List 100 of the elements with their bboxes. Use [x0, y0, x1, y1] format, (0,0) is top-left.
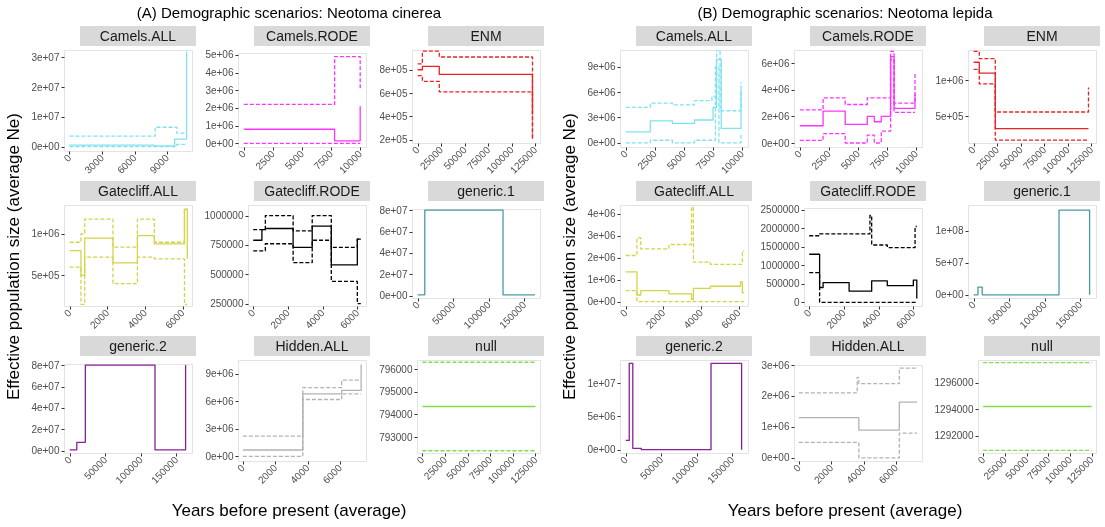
y-tick-label: 2e+06 [205, 102, 234, 114]
chart-title: null [428, 336, 544, 356]
y-tick-label: 795000 [379, 386, 413, 398]
y-tick-label: 794000 [379, 408, 413, 420]
y-tick-label: 0e+00 [587, 296, 616, 308]
y-tick-label: 6e+07 [379, 226, 408, 238]
chart-title: Gatecliff.RODE [810, 181, 926, 201]
y-axis-title: Effective population size (average Ne) [560, 112, 580, 400]
y-tick-label: 5e+06 [587, 410, 616, 422]
x-tick-label: 0 [61, 151, 74, 164]
y-tick-label: 4e+05 [379, 110, 408, 122]
chart-title: Gatecliff.ALL [636, 181, 752, 201]
y-tick-label: 2e+06 [587, 252, 616, 264]
y-tick-label: 3e+06 [205, 84, 234, 96]
x-tick-label: 0 [245, 306, 258, 319]
y-tick-label: 1000000 [760, 259, 800, 271]
y-tick-label: 1296000 [934, 377, 974, 389]
y-tick-label: 4e+07 [31, 402, 60, 414]
y-tick-label: 4e+07 [379, 247, 408, 259]
x-tick-label: 0 [801, 306, 814, 319]
y-tick-label: 6e+07 [31, 381, 60, 393]
y-tick-label: 2e+07 [379, 268, 408, 280]
y-tick-label: 2e+07 [31, 423, 60, 435]
chart-title: Gatecliff.RODE [254, 181, 370, 201]
x-tick-label: 0 [62, 453, 75, 466]
y-tick-label: 0e+00 [379, 290, 408, 302]
chart-title: generic.1 [428, 181, 544, 201]
y-tick-label: 3e+06 [205, 423, 234, 435]
y-tick-label: 0e+00 [761, 452, 790, 464]
y-tick-label: 1e+08 [935, 225, 964, 237]
y-tick-label: 8e+07 [379, 204, 408, 216]
y-tick-label: 0e+00 [587, 137, 616, 149]
y-tick-label: 500000 [766, 278, 800, 290]
y-tick-label: 3e+06 [587, 230, 616, 242]
y-tick-label: 0e+00 [761, 137, 790, 149]
y-tick-label: 0e+00 [31, 141, 60, 153]
y-tick-label: 2500000 [760, 204, 800, 216]
y-tick-label: 0e+00 [31, 445, 60, 457]
y-tick-label: 1e+06 [761, 421, 790, 433]
y-tick-label: 6e+06 [205, 395, 234, 407]
x-axis-title: Years before present (average) [170, 501, 408, 521]
chart-title: generic.1 [984, 181, 1100, 201]
chart-title: Camels.ALL [636, 26, 752, 46]
chart-title: null [984, 336, 1100, 356]
x-tick-label: 0 [61, 306, 74, 319]
y-axis-title: Effective population size (average Ne) [4, 112, 24, 400]
x-tick-label: 0 [410, 298, 423, 311]
y-tick-label: 2e+06 [761, 390, 790, 402]
y-tick-label: 5e+06 [205, 49, 234, 61]
y-tick-label: 0e+00 [935, 289, 964, 301]
y-tick-label: 6e+06 [761, 57, 790, 69]
y-tick-label: 1292000 [934, 430, 974, 442]
x-tick-label: 0 [618, 147, 631, 160]
y-tick-label: 1e+06 [935, 74, 964, 86]
y-tick-label: 1e+06 [205, 120, 234, 132]
y-tick-label: 5e+05 [31, 269, 60, 281]
y-tick-label: 8e+05 [379, 64, 408, 76]
y-tick-label: 3e+06 [587, 111, 616, 123]
y-tick-label: 3e+06 [761, 359, 790, 371]
x-tick-label: 0 [618, 453, 631, 466]
y-tick-label: 0e+00 [587, 444, 616, 456]
chart-title: Camels.RODE [254, 26, 370, 46]
y-tick-label: 796000 [379, 363, 413, 375]
y-tick-label: 4e+06 [587, 208, 616, 220]
y-tick-label: 0e+00 [205, 137, 234, 149]
y-tick-label: 6e+06 [587, 86, 616, 98]
y-tick-label: 2e+05 [379, 134, 408, 146]
x-tick-label: 0 [409, 143, 422, 156]
y-tick-label: 8e+07 [31, 359, 60, 371]
y-tick-label: 4e+06 [205, 67, 234, 79]
y-tick-label: 500000 [210, 268, 244, 280]
chart-title: generic.2 [636, 336, 752, 356]
y-tick-label: 6e+05 [379, 87, 408, 99]
y-tick-label: 1e+06 [31, 228, 60, 240]
chart-title: Hidden.ALL [254, 336, 370, 356]
y-tick-label: 1e+07 [587, 377, 616, 389]
y-tick-label: 793000 [379, 431, 413, 443]
y-tick-label: 5e+07 [935, 257, 964, 269]
chart-title: Camels.ALL [80, 26, 196, 46]
chart-title: generic.2 [80, 336, 196, 356]
y-tick-label: 1e+06 [587, 274, 616, 286]
y-tick-label: 0e+00 [205, 450, 234, 462]
text: (B) Demographic scenarios: Neotoma lepida [696, 4, 994, 21]
x-tick-label: 0 [617, 306, 630, 319]
y-tick-label: 3e+07 [31, 51, 60, 63]
chart-title: Camels.RODE [810, 26, 926, 46]
x-axis-title: Years before present (average) [726, 501, 964, 521]
y-tick-label: 9e+06 [205, 368, 234, 380]
chart-title: ENM [428, 26, 544, 46]
y-tick-label: 1000000 [204, 210, 244, 222]
y-tick-label: 750000 [210, 239, 244, 251]
chart-title: ENM [984, 26, 1100, 46]
chart-title: Hidden.ALL [810, 336, 926, 356]
y-tick-label: 2e+07 [31, 81, 60, 93]
x-tick-label: 0 [975, 453, 988, 466]
text: (A) Demographic scenarios: Neotoma cinerea [135, 4, 443, 21]
y-tick-label: 2e+06 [761, 110, 790, 122]
chart-title: Gatecliff.ALL [80, 181, 196, 201]
y-tick-label: 1294000 [934, 403, 974, 415]
y-tick-label: 5e+05 [935, 110, 964, 122]
